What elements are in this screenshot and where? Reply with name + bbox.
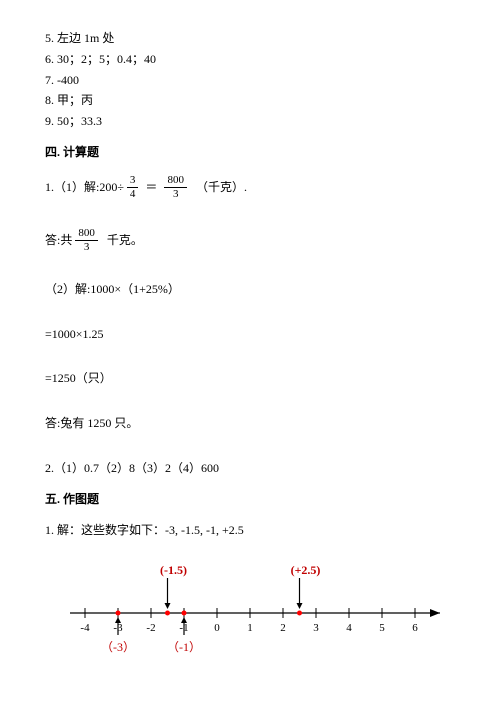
fraction-3-4: 3 4 [127,175,139,200]
answer-suffix: 千克。 [107,232,143,249]
answer-6: 6. 30；2；5；0.4；40 [45,51,455,68]
q1-part2-line3: =1250（只） [45,370,455,387]
q2-line: 2.（1）0.7（2）8（3）2（4）600 [45,460,455,477]
q1-part2-line2: =1000×1.25 [45,326,455,343]
svg-text:3: 3 [313,622,319,634]
equals-sign: ＝ [145,179,157,196]
svg-text:1: 1 [247,622,253,634]
number-line-diagram: -4-3-2-10123456(-1.5)(+2.5)（-3）（-1） [45,558,455,673]
answer-prefix: 答:共 [45,232,72,249]
svg-text:-4: -4 [80,622,90,634]
svg-text:（-3）: （-3） [101,640,135,654]
fraction-800-3-b: 800 3 [75,228,98,253]
number-line-svg: -4-3-2-10123456(-1.5)(+2.5)（-3）（-1） [45,558,465,668]
svg-text:6: 6 [412,622,418,634]
fraction-denominator: 3 [75,241,98,253]
fraction-numerator: 800 [164,175,187,188]
q1-part1-equation: 1.（1）解:200÷ 3 4 ＝ 800 3 （千克）. [45,175,455,200]
answer-8: 8. 甲；丙 [45,92,455,109]
answer-5: 5. 左边 1m 处 [45,30,455,47]
svg-text:5: 5 [379,622,385,634]
section-5-heading: 五. 作图题 [45,491,455,508]
svg-text:0: 0 [214,622,220,634]
svg-text:(-1.5): (-1.5) [160,563,187,577]
fraction-numerator: 3 [127,175,139,188]
svg-text:（-1）: （-1） [167,640,201,654]
q1-suffix: （千克）. [196,179,247,196]
q1-part2-line1: （2）解:1000×（1+25%） [45,281,455,298]
svg-text:(+2.5): (+2.5) [291,563,321,577]
fraction-800-3: 800 3 [164,175,187,200]
answer-7: 7. -400 [45,72,455,89]
q1-part1-answer: 答:共 800 3 千克。 [45,228,455,253]
section-4-heading: 四. 计算题 [45,144,455,161]
svg-text:4: 4 [346,622,352,634]
answer-9: 9. 50；33.3 [45,113,455,130]
q1-part2-answer: 答:兔有 1250 只。 [45,415,455,432]
fraction-numerator: 800 [75,228,98,241]
fraction-denominator: 3 [164,188,187,200]
svg-text:-2: -2 [146,622,155,634]
fraction-denominator: 4 [127,188,139,200]
page-content: 5. 左边 1m 处 6. 30；2；5；0.4；40 7. -400 8. 甲… [0,0,500,673]
q1-prefix: 1.（1）解:200÷ [45,179,124,196]
s5-q1-text: 1. 解：这些数字如下：-3, -1.5, -1, +2.5 [45,522,455,539]
svg-text:2: 2 [280,622,286,634]
